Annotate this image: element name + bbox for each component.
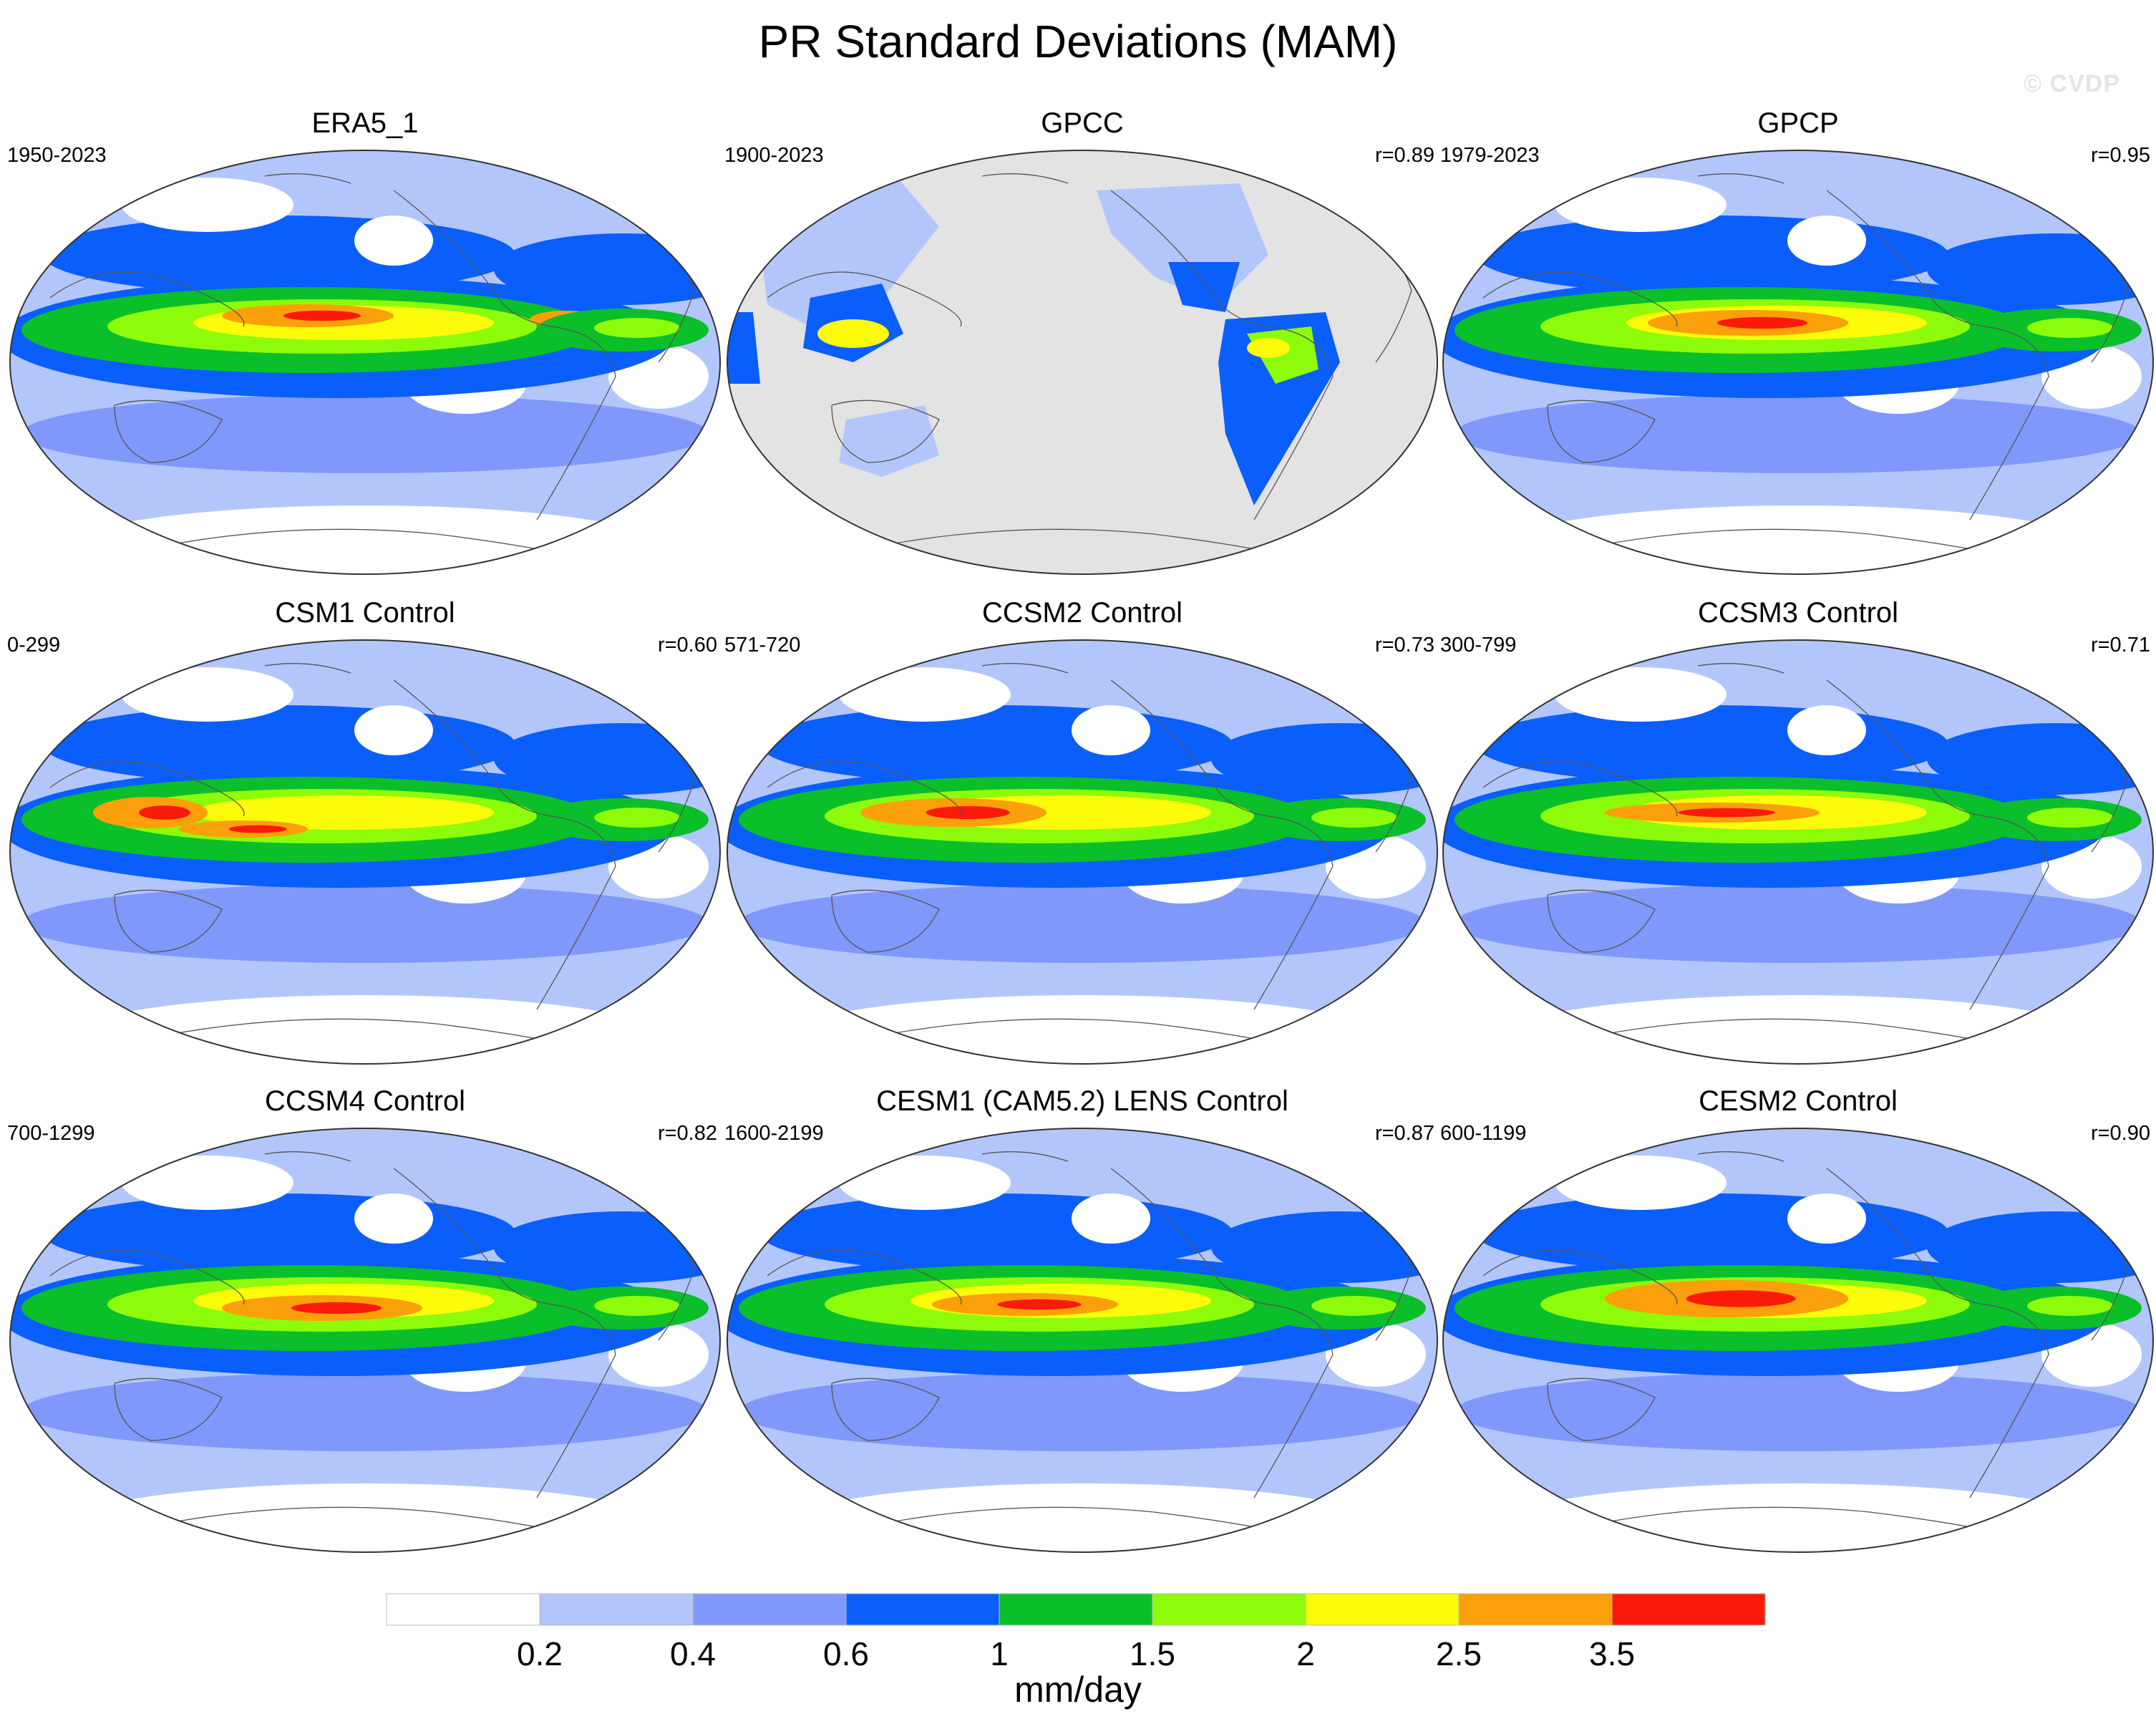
panel-title: CESM2 Control: [1699, 1085, 1898, 1117]
map-outline: [9, 1128, 721, 1553]
panel-correlation: r=0.89: [1374, 144, 1434, 167]
panel-period: 0-299: [7, 634, 61, 657]
panel-period: 300-799: [1440, 634, 1517, 657]
precip-map: [9, 150, 721, 575]
precip-map: [1442, 639, 2154, 1065]
panel-title: GPCP: [1757, 107, 1839, 139]
precip-map: [1442, 150, 2154, 575]
colorbar-swatch: [1611, 1593, 1766, 1626]
panel-period: 600-1199: [1440, 1122, 1527, 1145]
panel-correlation: r=0.95: [2090, 144, 2150, 167]
panel-correlation: r=0.87: [1374, 1122, 1434, 1145]
colorbar-swatch: [539, 1593, 694, 1626]
map-panel: CCSM3 Control 300-799 r=0.71: [1440, 596, 2156, 1068]
panel-period: 1900-2023: [724, 144, 824, 167]
map-outline: [1442, 639, 2154, 1065]
colorbar-swatch: [1305, 1593, 1460, 1626]
precip-map: [9, 639, 721, 1065]
map-outline: [727, 1128, 1438, 1553]
panel-correlation: r=0.82: [657, 1122, 717, 1145]
map-outline: [9, 639, 721, 1065]
precip-map: [9, 1128, 721, 1553]
map-panel: CSM1 Control 0-299 r=0.60: [7, 596, 723, 1068]
map-outline: [9, 150, 721, 575]
map-outline: [727, 150, 1438, 575]
colorbar-tick-label: 0.2: [517, 1635, 563, 1672]
map-panel: CCSM2 Control 571-720 r=0.73: [724, 596, 1440, 1068]
colorbar-tick-label: 0.4: [670, 1635, 716, 1672]
panel-correlation: r=0.60: [657, 634, 717, 657]
colorbar-units: mm/day: [1014, 1670, 1142, 1710]
panel-period: 1950-2023: [7, 144, 107, 167]
colorbar-swatch: [1458, 1593, 1613, 1626]
map-panel: GPCP 1979-2023 r=0.95: [1440, 106, 2156, 578]
colorbar-tick-label: 2: [1296, 1635, 1315, 1672]
colorbar-tick-label: 3.5: [1589, 1635, 1635, 1672]
colorbar-swatch: [1152, 1593, 1306, 1626]
map-panel: CESM2 Control 600-1199 r=0.90: [1440, 1084, 2156, 1556]
precip-map: [727, 150, 1438, 575]
colorbar-tick-label: 2.5: [1436, 1635, 1482, 1672]
panel-correlation: r=0.71: [2090, 634, 2150, 657]
map-outline: [727, 639, 1438, 1065]
precip-map: [727, 639, 1438, 1065]
panel-title: CSM1 Control: [275, 597, 455, 629]
colorbar-tick-label: 1.5: [1130, 1635, 1175, 1672]
precip-map: [727, 1128, 1438, 1553]
colorbar-swatch: [692, 1593, 847, 1626]
map-outline: [1442, 1128, 2154, 1553]
map-panel: CESM1 (CAM5.2) LENS Control 1600-2199 r=0.…: [724, 1084, 1440, 1556]
colorbar-swatch: [845, 1593, 1000, 1626]
figure-title: PR Standard Deviations (MAM): [758, 16, 1398, 67]
panel-period: 700-1299: [7, 1122, 95, 1145]
panel-period: 1979-2023: [1440, 144, 1540, 167]
colorbar-tick-label: 1: [990, 1635, 1009, 1672]
cvdp-watermark: © CVDP: [2024, 70, 2120, 97]
map-panel: CCSM4 Control 700-1299 r=0.82: [7, 1084, 723, 1556]
map-panel: GPCC 1900-2023 r=0.89: [724, 106, 1440, 578]
panel-correlation: r=0.73: [1374, 634, 1434, 657]
precip-map: [1442, 1128, 2154, 1553]
panel-title: CCSM2 Control: [981, 597, 1183, 629]
panel-title: CCSM3 Control: [1697, 597, 1899, 629]
panel-title: GPCC: [1041, 107, 1124, 139]
colorbar-swatch: [386, 1593, 540, 1626]
panel-correlation: r=0.90: [2090, 1122, 2150, 1145]
colorbar-tick-label: 0.6: [823, 1635, 869, 1672]
map-outline: [1442, 150, 2154, 575]
panel-title: CCSM4 Control: [264, 1085, 466, 1117]
colorbar-swatch: [999, 1593, 1153, 1626]
panel-period: 571-720: [724, 634, 801, 657]
panel-period: 1600-2199: [724, 1122, 824, 1145]
map-panel: ERA5_1 1950-2023: [7, 106, 723, 578]
panel-title: ERA5_1: [311, 107, 419, 139]
panel-title: CESM1 (CAM5.2) LENS Control: [876, 1085, 1288, 1117]
